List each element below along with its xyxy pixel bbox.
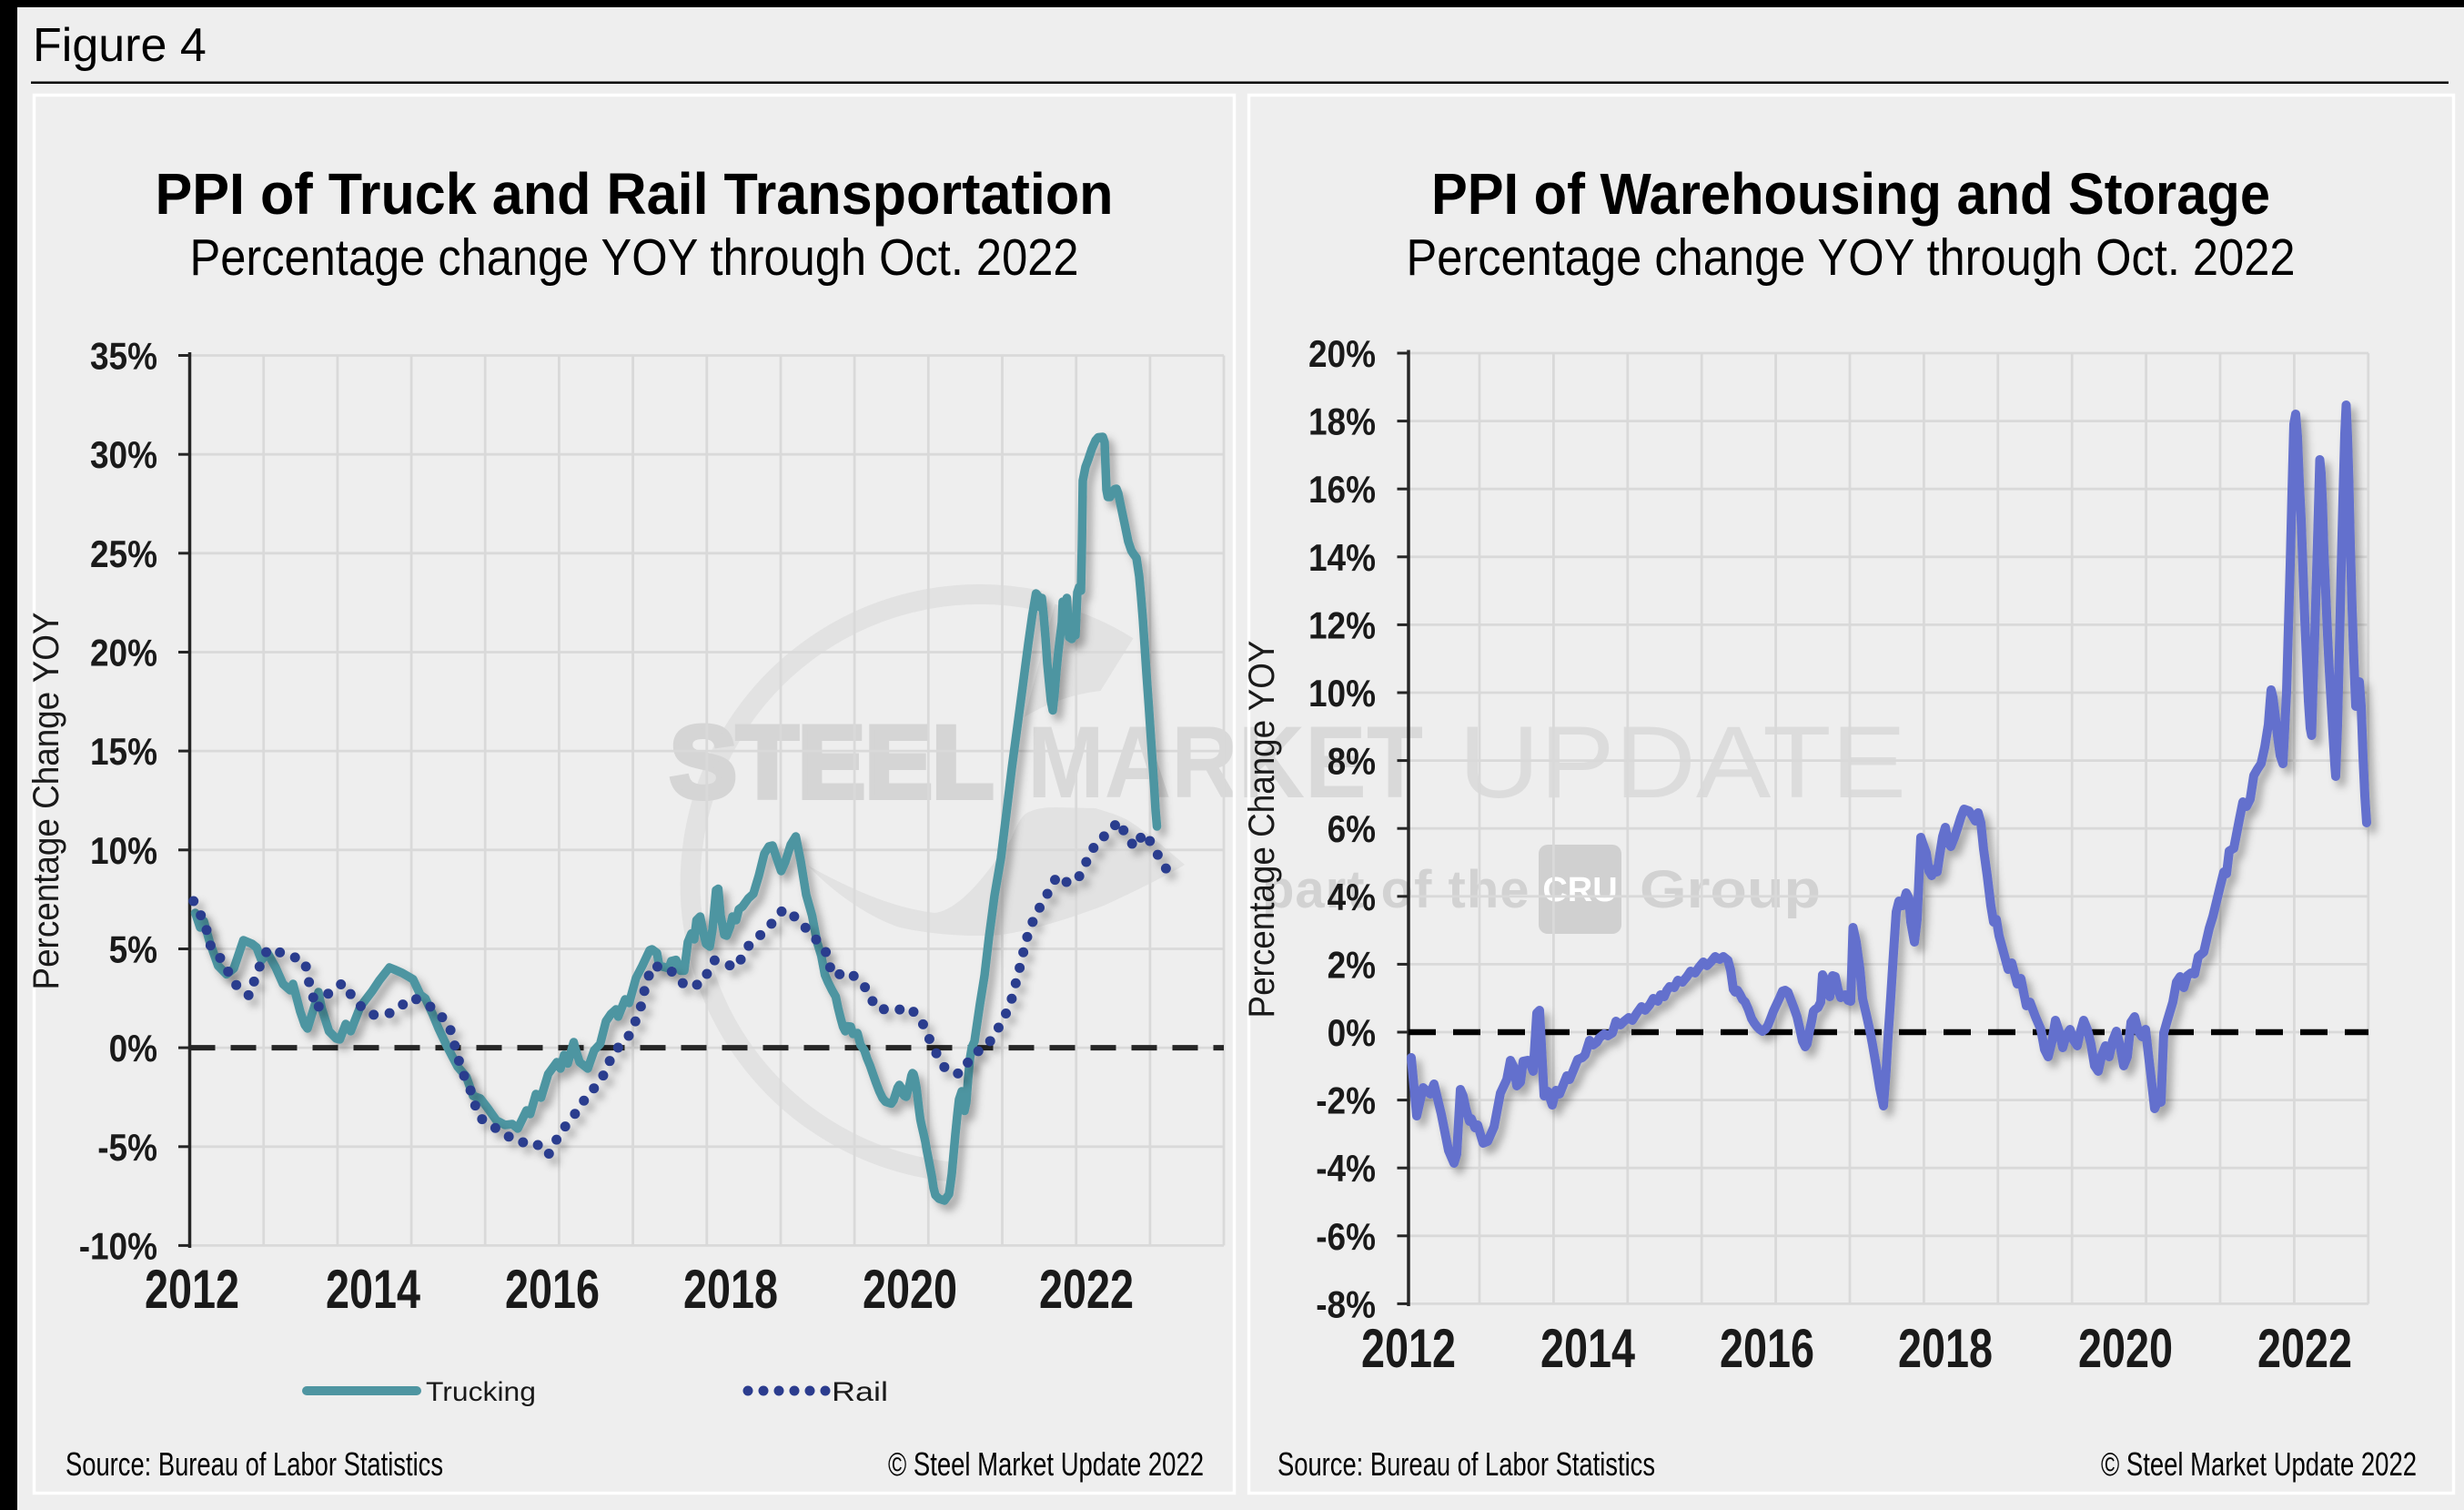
svg-text:Percentage Change YOY: Percentage Change YOY — [1242, 641, 1282, 1018]
svg-text:2014: 2014 — [1540, 1318, 1635, 1379]
svg-text:35%: 35% — [90, 335, 157, 378]
svg-text:Percentage Change YOY: Percentage Change YOY — [26, 613, 66, 990]
svg-text:Percentage change YOY through: Percentage change YOY through Oct. 2022 — [190, 228, 1079, 287]
svg-text:18%: 18% — [1308, 400, 1376, 443]
svg-text:part of the: part of the — [1262, 860, 1530, 919]
svg-text:25%: 25% — [90, 532, 157, 575]
svg-text:CRU: CRU — [1542, 871, 1617, 909]
svg-text:Group: Group — [1640, 860, 1821, 919]
svg-text:Percentage change YOY through: Percentage change YOY through Oct. 2022 — [1407, 228, 2296, 287]
svg-text:2016: 2016 — [505, 1259, 600, 1320]
svg-text:2020: 2020 — [863, 1259, 957, 1320]
svg-text:20%: 20% — [1308, 332, 1376, 375]
svg-text:Source: Bureau of Labor Statis: Source: Bureau of Labor Statistics — [66, 1445, 443, 1483]
svg-text:30%: 30% — [90, 433, 157, 476]
svg-text:2020: 2020 — [2078, 1318, 2173, 1379]
svg-text:-2%: -2% — [1316, 1079, 1376, 1122]
svg-text:10%: 10% — [90, 829, 157, 872]
svg-text:2%: 2% — [1328, 943, 1376, 986]
svg-text:5%: 5% — [109, 928, 157, 971]
svg-text:© Steel Market Update 2022: © Steel Market Update 2022 — [2101, 1445, 2417, 1483]
svg-text:6%: 6% — [1328, 807, 1376, 850]
svg-text:0%: 0% — [109, 1027, 157, 1069]
svg-text:4%: 4% — [1328, 876, 1376, 918]
svg-text:2022: 2022 — [2257, 1318, 2352, 1379]
svg-text:PPI of Truck and Rail Transpor: PPI of Truck and Rail Transportation — [156, 161, 1114, 227]
svg-text:16%: 16% — [1308, 468, 1376, 511]
svg-text:2018: 2018 — [1898, 1318, 1993, 1379]
svg-text:UPDATE: UPDATE — [1459, 705, 1906, 819]
svg-text:Trucking: Trucking — [426, 1377, 536, 1407]
svg-text:-5%: -5% — [97, 1126, 157, 1169]
svg-text:-6%: -6% — [1316, 1215, 1376, 1258]
svg-text:-10%: -10% — [79, 1224, 157, 1267]
svg-text:0%: 0% — [1328, 1011, 1376, 1054]
svg-text:2014: 2014 — [326, 1259, 420, 1320]
svg-text:Figure 4: Figure 4 — [33, 19, 207, 72]
svg-text:Source: Bureau of Labor Statis: Source: Bureau of Labor Statistics — [1277, 1445, 1655, 1483]
svg-text:2012: 2012 — [145, 1259, 239, 1320]
svg-text:2018: 2018 — [683, 1259, 778, 1320]
svg-text:-8%: -8% — [1316, 1282, 1376, 1325]
svg-text:10%: 10% — [1308, 672, 1376, 714]
svg-text:2022: 2022 — [1039, 1259, 1134, 1320]
svg-text:12%: 12% — [1308, 603, 1376, 646]
svg-text:2016: 2016 — [1720, 1318, 1814, 1379]
svg-text:MARKET: MARKET — [1027, 705, 1423, 819]
svg-text:-4%: -4% — [1316, 1147, 1376, 1190]
svg-text:PPI of Warehousing and Storage: PPI of Warehousing and Storage — [1431, 161, 2270, 227]
svg-text:© Steel Market Update 2022: © Steel Market Update 2022 — [888, 1445, 1204, 1483]
svg-text:2012: 2012 — [1361, 1318, 1456, 1379]
svg-text:8%: 8% — [1328, 740, 1376, 783]
svg-text:14%: 14% — [1308, 536, 1376, 579]
svg-text:STEEL: STEEL — [670, 705, 994, 819]
svg-text:15%: 15% — [90, 730, 157, 773]
svg-text:20%: 20% — [90, 632, 157, 674]
svg-text:Rail: Rail — [832, 1377, 888, 1407]
